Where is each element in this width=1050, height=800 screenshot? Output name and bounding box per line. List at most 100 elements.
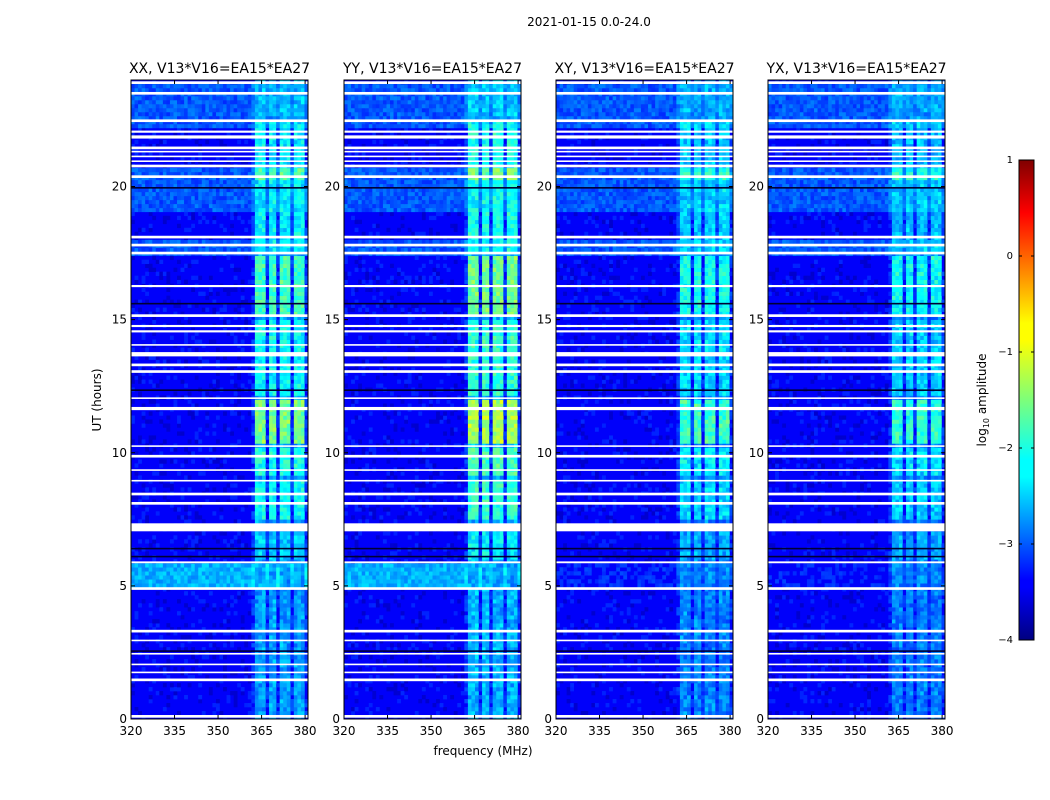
heatmap-cell xyxy=(265,211,270,217)
heatmap-cell xyxy=(450,671,455,676)
heatmap-cell xyxy=(226,571,231,576)
heatmap-cell xyxy=(230,83,234,89)
heatmap-cell xyxy=(261,191,266,197)
heatmap-cell xyxy=(155,99,160,105)
heatmap-cell xyxy=(162,239,167,245)
heatmap-cell xyxy=(269,675,273,680)
heatmap-cell xyxy=(219,143,224,149)
heatmap-cell xyxy=(261,631,266,636)
heatmap-cell xyxy=(269,159,273,165)
heatmap-cell xyxy=(194,515,199,520)
heatmap-cell xyxy=(240,115,245,121)
heatmap-cell xyxy=(258,511,263,516)
heatmap-cell xyxy=(258,131,263,137)
heatmap-cell xyxy=(145,247,149,253)
heatmap-cell xyxy=(279,475,284,480)
heatmap-cell xyxy=(145,183,149,189)
heatmap-cell xyxy=(180,575,185,580)
heatmap-cell xyxy=(233,187,238,193)
heatmap-cell xyxy=(233,119,238,125)
heatmap-cell xyxy=(145,191,149,197)
heatmap-cell xyxy=(351,711,355,716)
heatmap-cell xyxy=(233,199,238,205)
heatmap-cell xyxy=(276,131,280,137)
heatmap-cell xyxy=(145,239,149,245)
heatmap-cell xyxy=(131,571,135,576)
heatmap-cell xyxy=(485,659,490,664)
heatmap-cell xyxy=(148,207,153,213)
heatmap-cell xyxy=(300,627,305,632)
heatmap-cell xyxy=(205,563,210,568)
heatmap-cell xyxy=(166,187,171,193)
heatmap-cell xyxy=(304,267,308,272)
heatmap-cell xyxy=(272,675,277,680)
heatmap-cell xyxy=(215,207,220,213)
heatmap-cell xyxy=(450,635,455,640)
heatmap-cell xyxy=(297,595,302,600)
heatmap-cell xyxy=(162,247,167,253)
heatmap-cell xyxy=(254,623,259,628)
heatmap-cell xyxy=(286,143,291,149)
heatmap-cell xyxy=(194,123,199,129)
heatmap-cell xyxy=(265,223,270,229)
heatmap-cell xyxy=(187,319,192,324)
heatmap-cell xyxy=(258,175,263,181)
heatmap-cell xyxy=(254,499,259,504)
heatmap-cell xyxy=(254,367,259,372)
heatmap-cell xyxy=(212,307,217,312)
heatmap-cell xyxy=(180,119,185,125)
heatmap-cell xyxy=(177,203,181,209)
heatmap-cell xyxy=(304,279,308,284)
heatmap-cell xyxy=(145,119,149,125)
heatmap-cell xyxy=(226,83,231,89)
heatmap-cell xyxy=(254,339,259,344)
heatmap-cell xyxy=(131,191,135,197)
heatmap-cell xyxy=(297,271,302,276)
heatmap-cell xyxy=(265,607,270,612)
heatmap-cell xyxy=(162,439,167,444)
heatmap-cell xyxy=(297,247,302,253)
heatmap-cell xyxy=(283,475,288,480)
heatmap-cell xyxy=(159,635,164,640)
heatmap-cell xyxy=(269,275,273,280)
heatmap-cell xyxy=(286,635,291,640)
heatmap-cell xyxy=(237,207,242,213)
heatmap-cell xyxy=(212,175,217,181)
heatmap-cell xyxy=(290,267,295,272)
heatmap-cell xyxy=(297,623,302,628)
heatmap-cell xyxy=(131,123,135,129)
heatmap-cell xyxy=(177,563,181,568)
heatmap-cell xyxy=(187,675,192,680)
heatmap-cell xyxy=(478,703,483,708)
heatmap-cell xyxy=(180,123,185,129)
heatmap-cell xyxy=(297,579,302,584)
heatmap-cell xyxy=(198,339,203,344)
heatmap-cell xyxy=(290,451,295,456)
heatmap-cell xyxy=(375,675,380,680)
heatmap-cell xyxy=(474,615,479,620)
heatmap-cell xyxy=(187,399,192,404)
heatmap-cell xyxy=(471,707,476,712)
heatmap-cell xyxy=(290,263,295,268)
heatmap-cell xyxy=(187,563,192,568)
heatmap-cell xyxy=(131,111,135,117)
heatmap-cell xyxy=(198,575,203,580)
heatmap-cell xyxy=(131,179,135,185)
heatmap-cell xyxy=(215,359,220,364)
heatmap-cell xyxy=(304,359,308,364)
heatmap-cell xyxy=(230,331,234,336)
heatmap-cell xyxy=(283,83,288,89)
heatmap-cell xyxy=(251,411,256,416)
heatmap-cell xyxy=(141,179,146,185)
heatmap-cell xyxy=(254,359,259,364)
heatmap-cell xyxy=(226,167,231,173)
heatmap-cell xyxy=(254,575,259,580)
heatmap-cell xyxy=(372,667,377,672)
heatmap-cell xyxy=(272,691,277,696)
heatmap-cell xyxy=(272,547,277,552)
heatmap-cell xyxy=(131,563,135,568)
heatmap-cell xyxy=(166,579,171,584)
heatmap-cell xyxy=(215,171,220,177)
heatmap-cell xyxy=(223,579,227,584)
heatmap-cell xyxy=(159,471,164,476)
